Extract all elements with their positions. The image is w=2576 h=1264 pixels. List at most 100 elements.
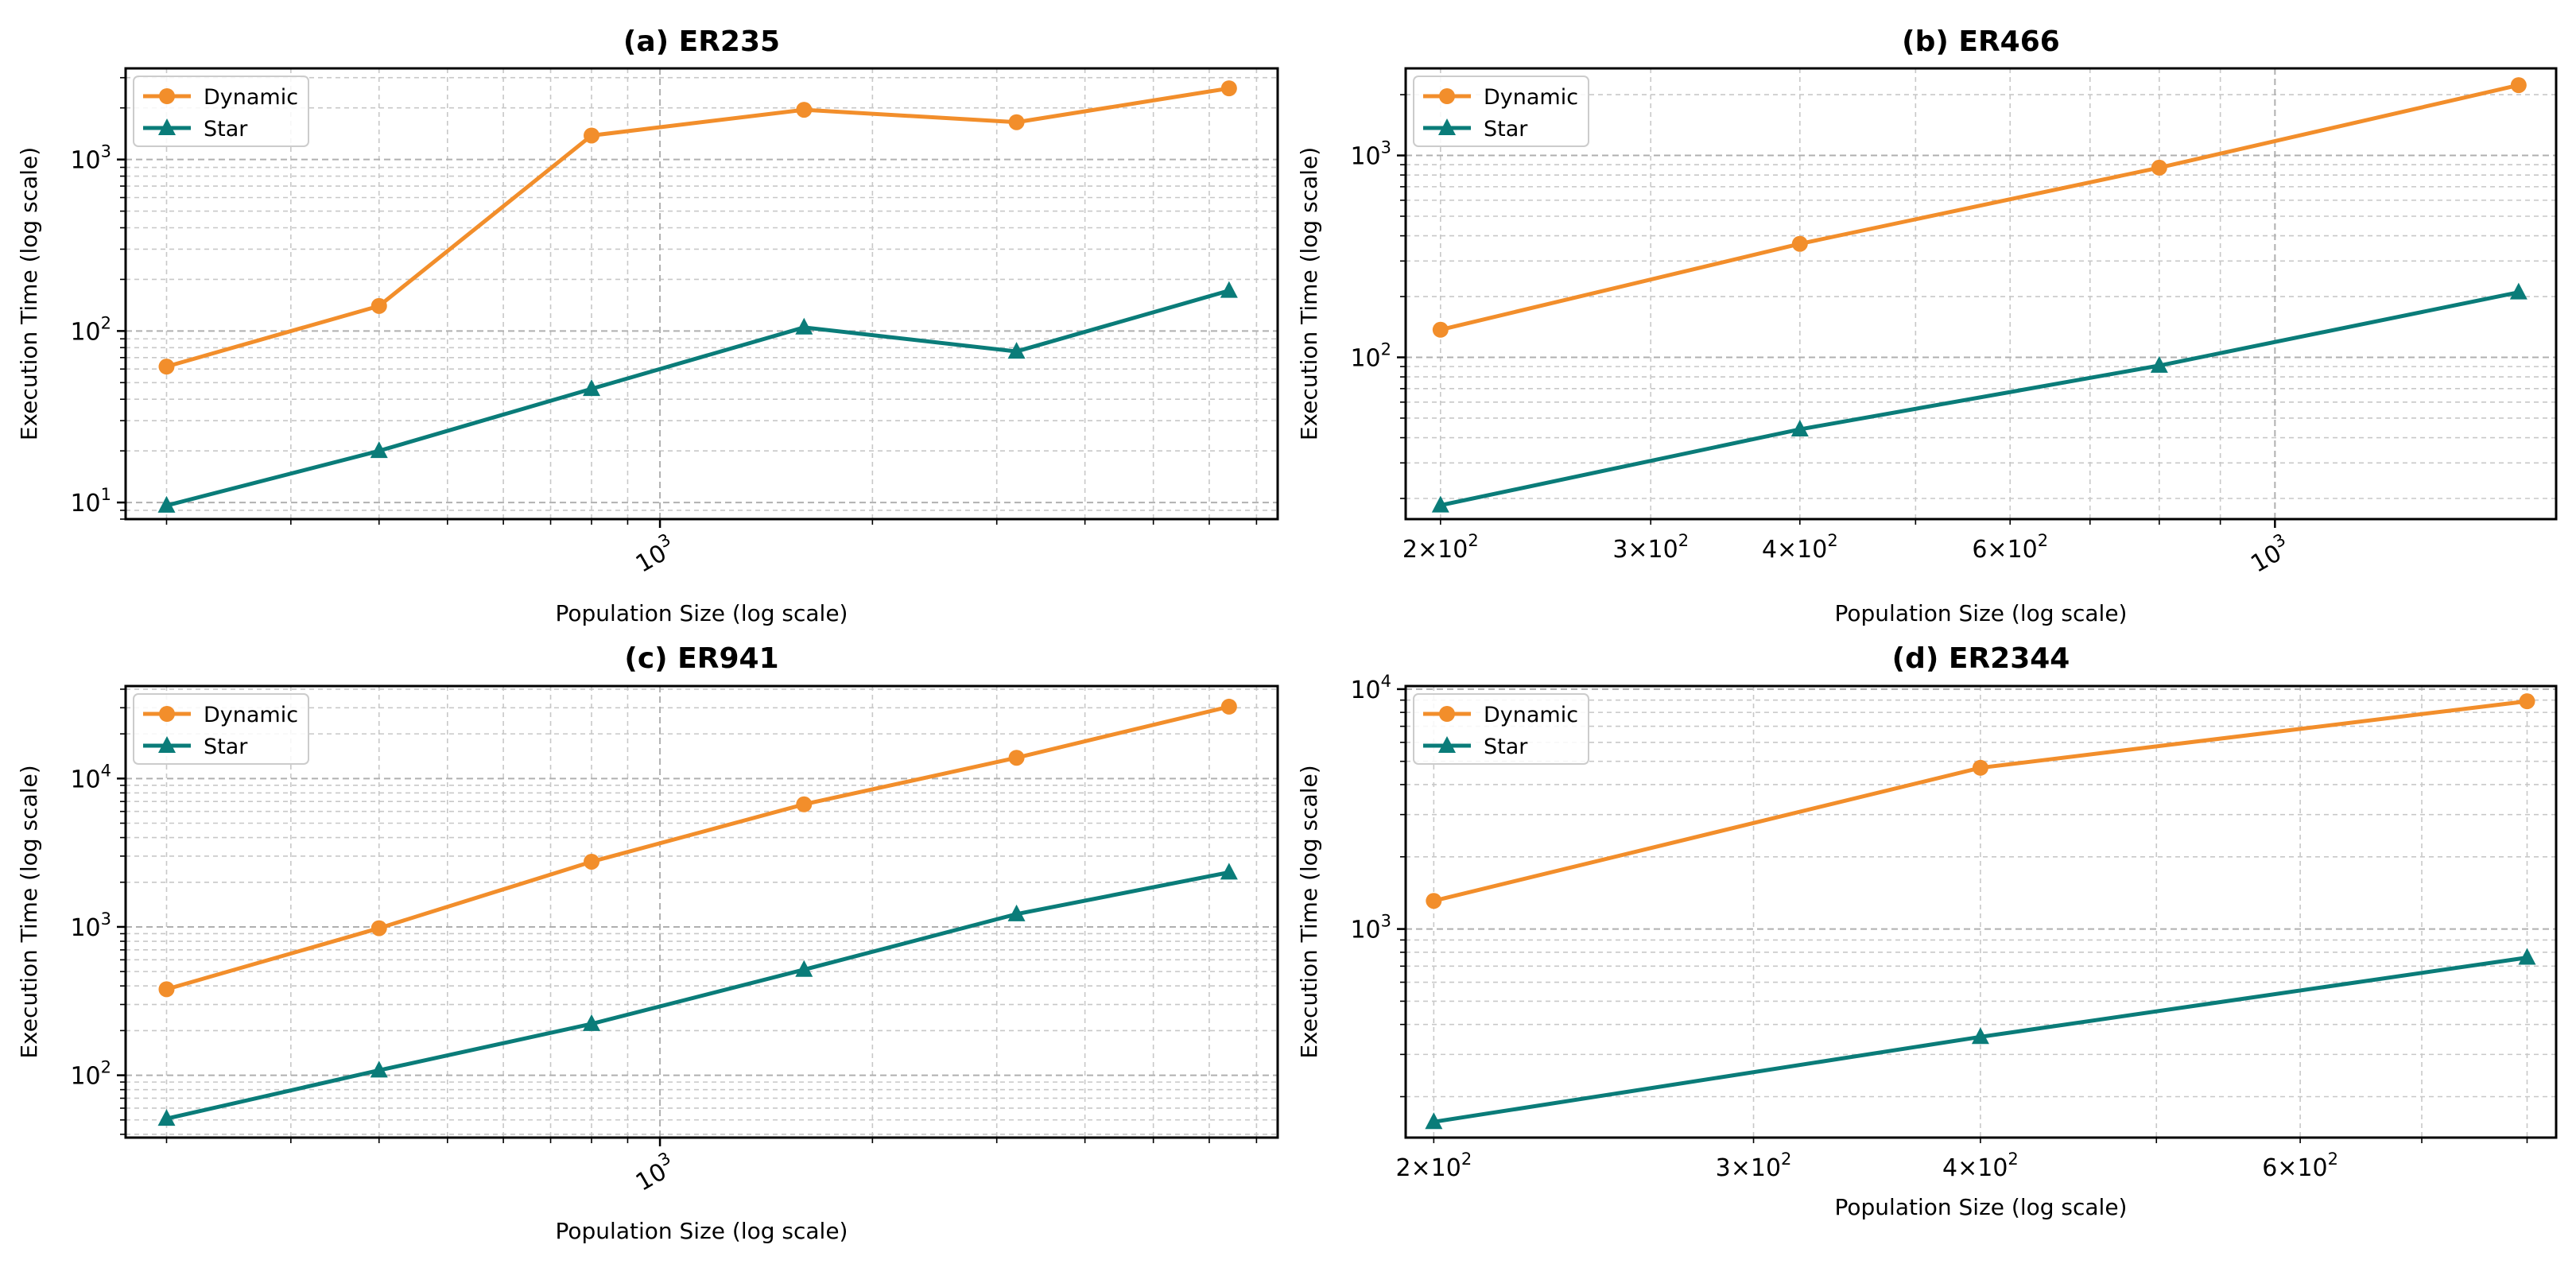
data-point-dynamic	[1008, 114, 1025, 130]
data-point-star	[2150, 355, 2168, 373]
data-point-dynamic	[2519, 693, 2535, 710]
data-point-dynamic	[1432, 321, 1449, 338]
y-axis-label: Execution Time (log scale)	[1296, 765, 1322, 1058]
chart-title: (a) ER235	[623, 25, 780, 58]
y-tick-label: 104	[70, 761, 111, 793]
legend-marker-triangle	[158, 118, 176, 135]
legend-label-star: Star	[204, 735, 248, 759]
series-star	[157, 281, 1238, 513]
x-tick-label: 6×102	[2262, 1150, 2338, 1182]
x-tick-label: 3×102	[1612, 531, 1689, 564]
chart-panel-2: 102 103 103 2×102 3×102 4×102 6×102 Dynamic Star…	[1296, 25, 2558, 626]
data-point-star	[583, 1014, 601, 1031]
data-point-star	[2509, 282, 2528, 300]
x-axis-label: Population Size (log scale)	[1835, 600, 2128, 626]
y-tick-label: 104	[1350, 672, 1391, 704]
data-point-dynamic	[158, 359, 175, 375]
x-axis-label: Population Size (log scale)	[556, 600, 848, 626]
data-point-star	[157, 1109, 176, 1126]
data-point-star	[370, 441, 388, 459]
series-dynamic	[158, 80, 1237, 375]
x-tick-label: 6×102	[1972, 531, 2048, 564]
legend: Dynamic Star	[1413, 76, 1589, 147]
legend-label-star: Star	[204, 117, 248, 142]
data-point-dynamic	[2510, 77, 2527, 94]
data-point-dynamic	[796, 796, 813, 812]
data-point-star	[1220, 863, 1238, 880]
data-point-star	[795, 317, 813, 335]
legend-label-star: Star	[1484, 735, 1528, 759]
chart-title: (d) ER2344	[1892, 642, 2070, 675]
legend: Dynamic Star	[1413, 693, 1589, 765]
x-axis-label: Population Size (log scale)	[1835, 1194, 2128, 1220]
legend: Dynamic Star	[133, 693, 309, 765]
chart-panel-4: 103 104 2×102 3×102 4×102 6×102 Dynamic Star (d)…	[1296, 642, 2558, 1220]
legend-marker-triangle	[1438, 118, 1456, 135]
series-line-dynamic	[165, 86, 1230, 369]
y-tick-label: 101	[70, 485, 111, 518]
data-point-dynamic	[2151, 159, 2167, 176]
series-dynamic	[158, 698, 1237, 998]
chart-panel-3: 102 103 104 103 Dynamic Star (c) ER941 Populati…	[16, 642, 1279, 1244]
x-tick-label: 2×102	[1395, 1150, 1472, 1182]
chart-title: (b) ER466	[1902, 25, 2060, 58]
x-axis-label: Population Size (log scale)	[556, 1218, 848, 1244]
x-tick-label: 103	[2244, 529, 2295, 578]
legend-label-dynamic: Dynamic	[1484, 85, 1578, 110]
y-axis-label: Execution Time (log scale)	[16, 765, 42, 1058]
y-tick-label: 103	[70, 909, 111, 942]
legend-label-dynamic: Dynamic	[204, 85, 298, 110]
data-point-star	[1007, 904, 1026, 921]
data-point-star	[1007, 342, 1026, 359]
series-line-dynamic	[1440, 83, 2520, 332]
plot-frame	[124, 684, 1279, 1139]
y-tick-label: 102	[70, 313, 111, 346]
legend-label-dynamic: Dynamic	[1484, 703, 1578, 727]
data-point-dynamic	[370, 297, 387, 314]
series-line-star	[165, 870, 1230, 1121]
series-dynamic	[1426, 693, 2535, 909]
data-point-star	[583, 379, 601, 397]
data-point-star	[1790, 420, 1809, 437]
data-point-dynamic	[584, 127, 600, 144]
data-point-dynamic	[584, 853, 600, 870]
legend-marker-circle	[1439, 88, 1455, 104]
series-line-star	[165, 289, 1230, 508]
series-line-dynamic	[165, 704, 1230, 991]
y-tick-label: 103	[70, 142, 111, 175]
data-point-star	[1425, 1112, 1443, 1130]
plot-frame	[124, 67, 1279, 521]
chart-panel-1: 101 102 103 103 Dynamic Star (a) ER235 Populati…	[16, 25, 1279, 626]
data-point-dynamic	[1220, 80, 1237, 97]
data-point-star	[795, 960, 813, 977]
chart-title: (c) ER941	[624, 642, 778, 675]
data-point-star	[370, 1060, 388, 1078]
data-point-dynamic	[796, 102, 813, 118]
legend-marker-triangle	[1438, 736, 1456, 753]
data-point-star	[157, 495, 176, 513]
plot-frame	[1404, 67, 2558, 521]
y-tick-label: 102	[1350, 339, 1391, 372]
legend: Dynamic Star	[133, 76, 309, 147]
legend-marker-circle	[1439, 706, 1455, 722]
series-line-star	[1440, 290, 2520, 508]
x-tick-label: 103	[629, 529, 681, 578]
grid	[1406, 686, 2556, 1138]
data-point-star	[1220, 281, 1238, 298]
legend-label-star: Star	[1484, 117, 1528, 142]
y-tick-label: 103	[1350, 138, 1391, 171]
data-point-star	[1431, 495, 1449, 513]
grid	[1406, 68, 2556, 519]
plot-frame	[1404, 684, 2558, 1139]
data-point-dynamic	[1220, 698, 1237, 715]
y-tick-label: 102	[70, 1058, 111, 1091]
y-axis-label: Execution Time (log scale)	[16, 147, 42, 440]
data-point-dynamic	[1791, 235, 1808, 252]
data-point-dynamic	[1426, 893, 1442, 909]
data-point-star	[2518, 948, 2536, 965]
data-point-dynamic	[370, 920, 387, 936]
x-tick-label: 4×102	[1942, 1150, 2019, 1182]
legend-label-dynamic: Dynamic	[204, 703, 298, 727]
x-tick-label: 3×102	[1716, 1150, 1792, 1182]
